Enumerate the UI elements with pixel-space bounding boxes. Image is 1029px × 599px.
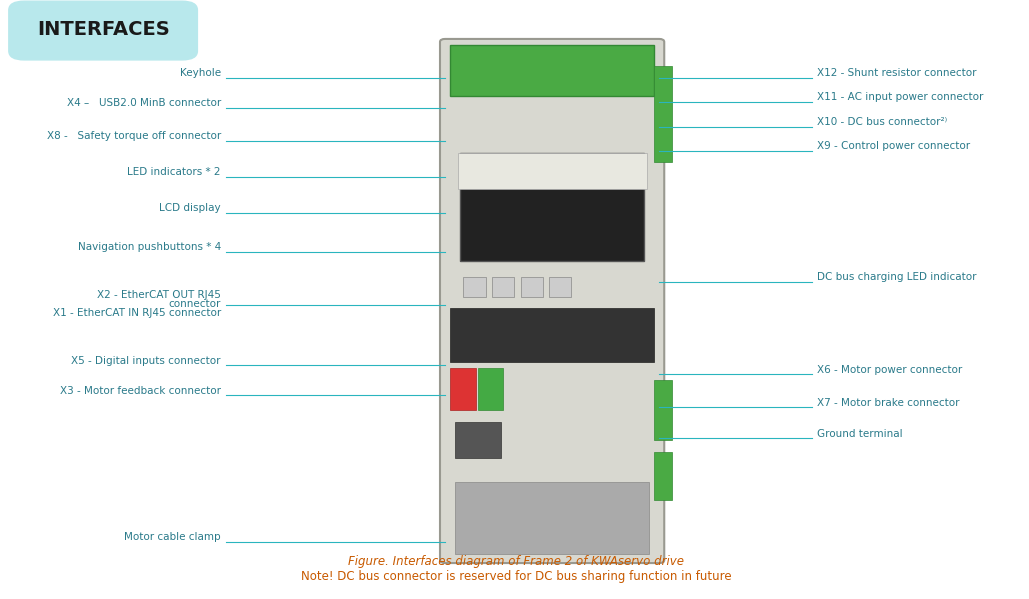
Bar: [654, 452, 672, 500]
Text: LED indicators * 2: LED indicators * 2: [128, 167, 221, 177]
FancyBboxPatch shape: [9, 1, 198, 60]
Text: Ground terminal: Ground terminal: [817, 429, 902, 438]
Text: connector: connector: [169, 299, 221, 308]
Text: Motor cable clamp: Motor cable clamp: [125, 533, 221, 542]
Text: DC bus charging LED indicator: DC bus charging LED indicator: [817, 272, 977, 282]
Bar: [451, 308, 654, 362]
Text: X8 -   Safety torque off connector: X8 - Safety torque off connector: [46, 131, 221, 141]
Text: X4 –   USB2.0 MinB connector: X4 – USB2.0 MinB connector: [67, 98, 221, 108]
Text: X3 - Motor feedback connector: X3 - Motor feedback connector: [60, 386, 221, 395]
Bar: [521, 277, 543, 297]
Bar: [654, 66, 672, 162]
Text: X6 - Motor power connector: X6 - Motor power connector: [817, 365, 962, 374]
Bar: [463, 277, 486, 297]
Text: X7 - Motor brake connector: X7 - Motor brake connector: [817, 398, 960, 407]
Text: LCD display: LCD display: [159, 203, 221, 213]
FancyBboxPatch shape: [440, 39, 665, 563]
Bar: [455, 482, 649, 554]
Bar: [654, 380, 672, 440]
Text: Figure. Interfaces diagram of Frame 2 of KWAservo drive: Figure. Interfaces diagram of Frame 2 of…: [349, 555, 684, 568]
Text: INTERFACES: INTERFACES: [37, 20, 170, 40]
Bar: [458, 153, 647, 189]
Bar: [492, 277, 514, 297]
Text: X11 - AC input power connector: X11 - AC input power connector: [817, 92, 984, 102]
Text: X10 - DC bus connector²⁾: X10 - DC bus connector²⁾: [817, 117, 948, 127]
Bar: [477, 368, 503, 410]
Bar: [455, 422, 501, 458]
Text: X5 - Digital inputs connector: X5 - Digital inputs connector: [71, 356, 221, 365]
Text: Keyhole: Keyhole: [180, 68, 221, 78]
Text: X12 - Shunt resistor connector: X12 - Shunt resistor connector: [817, 68, 977, 78]
Text: X9 - Control power connector: X9 - Control power connector: [817, 141, 970, 151]
Text: X1 - EtherCAT IN RJ45 connector: X1 - EtherCAT IN RJ45 connector: [52, 308, 221, 318]
Text: Note! DC bus connector is reserved for DC bus sharing function in future: Note! DC bus connector is reserved for D…: [301, 570, 732, 583]
Bar: [451, 45, 654, 96]
Text: X2 - EtherCAT OUT RJ45: X2 - EtherCAT OUT RJ45: [97, 290, 221, 300]
Text: Navigation pushbuttons * 4: Navigation pushbuttons * 4: [77, 242, 221, 252]
Bar: [460, 153, 644, 261]
Bar: [549, 277, 571, 297]
Bar: [451, 368, 475, 410]
